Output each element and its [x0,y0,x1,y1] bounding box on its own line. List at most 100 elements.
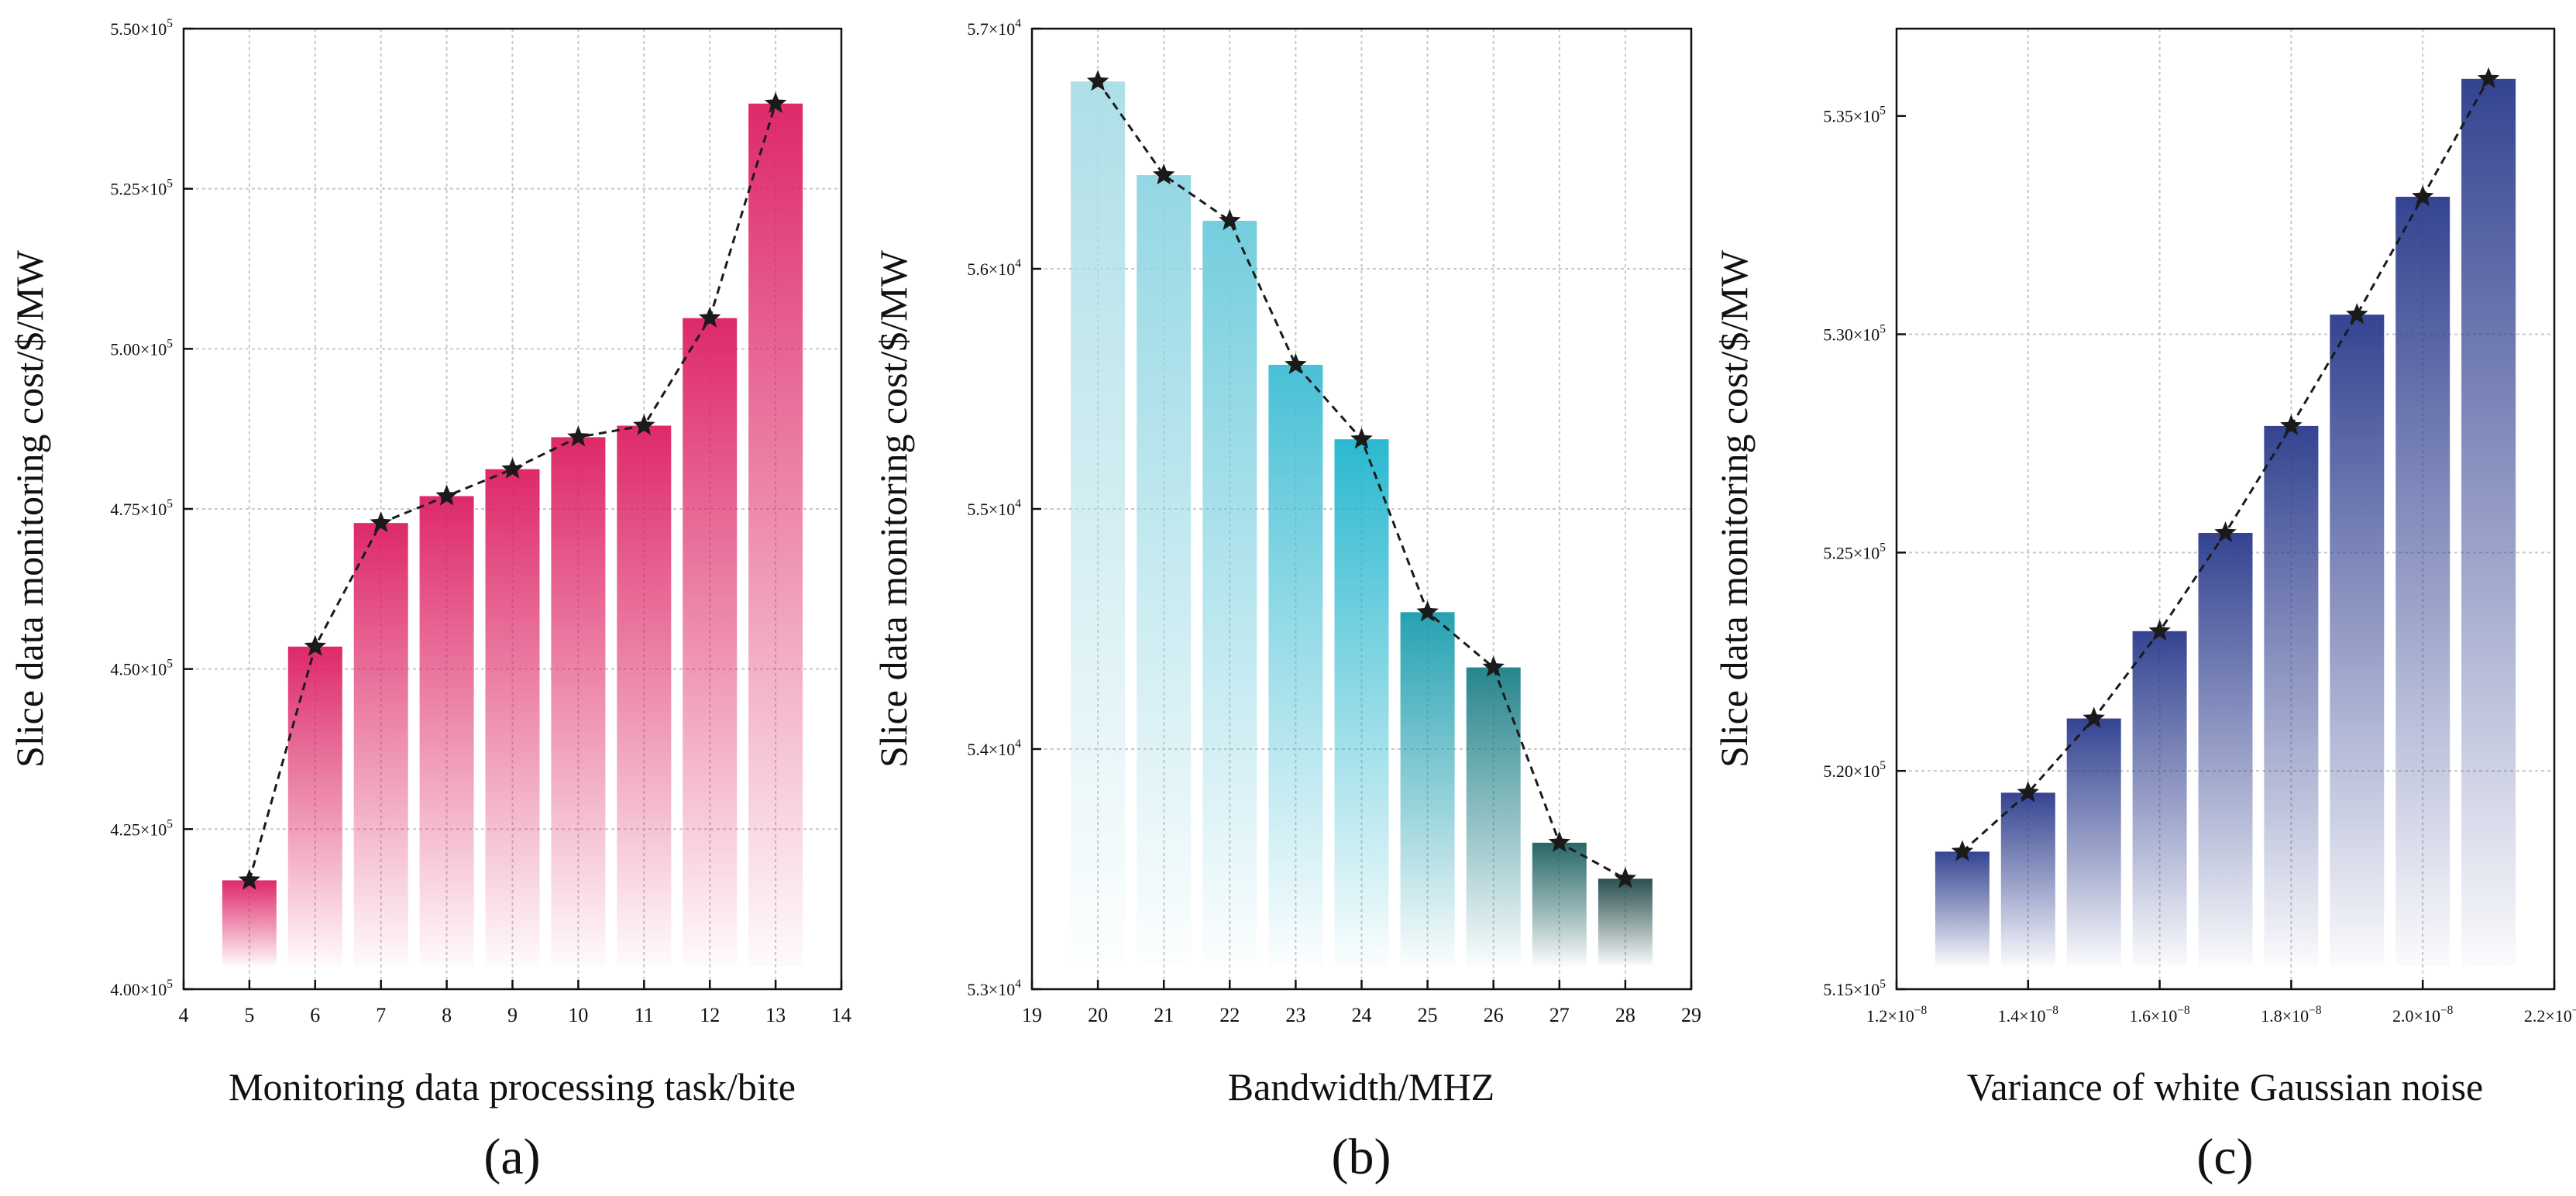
y-tick-label: 5.35×105 [1823,105,1886,126]
y-tick-label: 5.3×104 [967,978,1021,999]
bar-a-6 [551,437,606,966]
x-tick-label-exponent: −8 [2440,1004,2454,1017]
x-tick-label: 26 [1484,1004,1504,1026]
x-tick-label: 11 [635,1004,654,1026]
y-tick-label: 5.7×104 [967,17,1021,39]
y-tick-label-mantissa: 5.35 [1823,107,1853,126]
panel-label-c: (c) [2196,1129,2253,1185]
x-tick-label: 1.6×10−8 [2129,1004,2190,1026]
x-axis-label-b: Bandwidth/MHZ [1228,1065,1494,1108]
x-ticks-a: 4 5 6 7 8 9 10 11 12 13 14 [179,980,851,1026]
x-tick-label-base: ×10 [2414,1006,2440,1026]
star-marker-a-4 [435,484,458,506]
x-tick-label: 27 [1549,1004,1570,1026]
y-tick-label: 5.25×105 [110,177,173,199]
x-tick-label-mantissa: 1.2 [1866,1006,1888,1026]
x-tick-label: 14 [831,1004,851,1026]
x-tick-label: 9 [507,1004,518,1026]
x-tick-label: 19 [1022,1004,1042,1026]
y-tick-label-mantissa: 4.00 [110,980,140,999]
y-tick-label-base: ×10 [1853,325,1880,345]
panel-label-a: (a) [483,1129,540,1185]
bar-c-3 [2066,718,2121,966]
bar-c-6 [2264,425,2319,966]
y-tick-label-mantissa: 5.5 [967,500,989,519]
x-tick-label-exponent: −8 [1914,1004,1928,1017]
star-marker-a-5 [501,457,524,479]
bar-a-1 [222,880,277,966]
x-tick-label: 5 [244,1004,254,1026]
y-tick-label-mantissa: 5.25 [1823,543,1853,562]
y-tick-label: 5.15×105 [1823,978,1886,999]
y-tick-label-exponent: 5 [167,497,173,510]
y-axis-label-c: Slice data monitoring cost/$/MW [1712,249,1756,768]
y-tick-label-base: ×10 [140,19,167,39]
star-marker-a-1 [238,868,261,890]
star-marker-c-8 [2411,185,2434,207]
y-tick-label-mantissa: 5.20 [1823,761,1853,781]
x-tick-label: 12 [700,1004,720,1026]
y-tick-label: 5.00×105 [110,337,173,359]
x-tick-label-base: ×10 [2282,1006,2309,1026]
y-tick-label-exponent: 5 [167,817,173,830]
x-tick-label-mantissa: 1.8 [2261,1006,2282,1026]
bar-b-1 [1071,81,1126,967]
bar-b-8 [1532,842,1587,966]
bar-c-2 [2000,792,2055,966]
y-tick-label-exponent: 5 [1880,759,1886,772]
star-marker-a-6 [567,425,590,447]
y-tick-label-mantissa: 5.15 [1823,980,1853,999]
x-ticks-c: 1.2×10−8 1.4×10−8 1.6×10−8 1.8×10−8 2.0×10−8… [1866,980,2576,1026]
y-tick-label: 5.4×104 [967,737,1021,759]
y-ticks-a: 4.00×1054.25×1054.50×1054.75×1055.00×105… [110,17,193,999]
y-axis-label-b: Slice data monitoring cost/$/MW [872,249,915,768]
star-marker-a-2 [304,634,327,656]
y-tick-label-exponent: 5 [167,658,173,671]
panel-b: 19 20 21 22 23 24 25 26 27 28 295.3×1045.4×1045.5×… [872,17,1701,1185]
x-tick-label-base: ×10 [1887,1006,1914,1026]
y-tick-label: 5.50×105 [110,17,173,39]
star-marker-c-7 [2346,303,2368,325]
x-tick-label: 6 [310,1004,320,1026]
x-tick-label: 25 [1418,1004,1438,1026]
y-tick-label-exponent: 5 [167,17,173,30]
markers-b [1086,70,1637,888]
bars-b [1071,81,1653,967]
y-tick-label: 4.75×105 [110,497,173,519]
x-tick-label: 2.2×10−8 [2524,1004,2576,1026]
x-tick-label: 22 [1219,1004,1240,1026]
y-tick-label: 4.50×105 [110,658,173,679]
star-marker-b-5 [1350,428,1373,449]
star-marker-c-6 [2280,414,2303,435]
x-tick-label: 1.4×10−8 [1998,1004,2059,1026]
x-tick-label: 28 [1615,1004,1635,1026]
y-tick-label-mantissa: 4.25 [110,820,140,839]
star-marker-a-7 [633,414,655,435]
y-tick-label-base: ×10 [1853,107,1880,126]
x-tick-label: 7 [376,1004,386,1026]
x-tick-label-mantissa: 1.4 [1998,1006,2020,1026]
y-tick-label-mantissa: 4.50 [110,660,140,679]
y-tick-label-mantissa: 5.25 [110,180,140,199]
x-tick-label-base: ×10 [2151,1006,2177,1026]
star-marker-b-2 [1152,163,1175,185]
y-tick-label-mantissa: 5.6 [967,259,989,279]
y-tick-label-exponent: 4 [1015,497,1021,510]
bar-a-8 [683,318,738,966]
panel-c: 1.2×10−8 1.4×10−8 1.6×10−8 1.8×10−8 2.0×10−8… [1712,27,2576,1185]
bar-b-4 [1268,365,1323,966]
x-tick-label-base: ×10 [2545,1006,2571,1026]
x-tick-label: 24 [1352,1004,1372,1026]
star-marker-b-7 [1482,655,1505,677]
bar-c-9 [2461,78,2516,966]
axes-frame-c [1895,27,2556,991]
x-tick-label: 21 [1154,1004,1174,1026]
markers-a [238,91,787,890]
star-marker-c-1 [1951,840,1974,861]
bars-a [222,103,803,967]
y-tick-label-base: ×10 [989,500,1015,519]
x-tick-label: 10 [568,1004,588,1026]
bar-a-3 [353,523,408,966]
